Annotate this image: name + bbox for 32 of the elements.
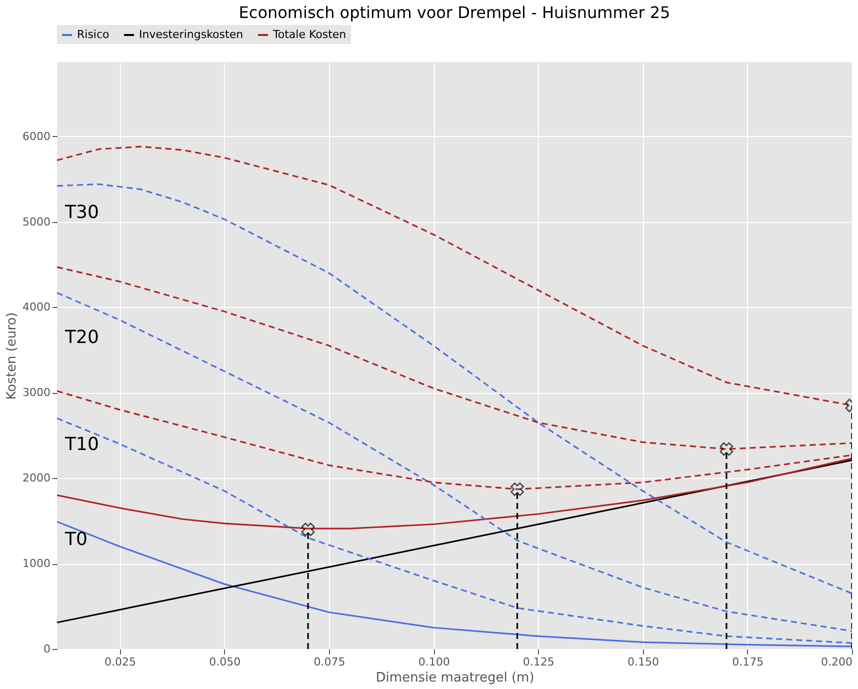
- y-tick-label: 4000: [22, 300, 50, 314]
- point: [301, 522, 315, 536]
- y-tick-label: 6000: [22, 130, 50, 143]
- annotation: T30: [64, 202, 99, 223]
- y-tick-label: 5000: [22, 215, 50, 228]
- annotation: T20: [64, 327, 99, 348]
- x-tick-label: 0.125: [522, 656, 554, 668]
- line-series: [57, 183, 852, 594]
- annotation: T0: [64, 529, 88, 550]
- x-tick-label: 0.025: [104, 656, 136, 668]
- y-tick-label: 2000: [22, 472, 50, 485]
- legend-label: Risico: [77, 28, 110, 41]
- chart-title: Economisch optimum voor Drempel - Huisnummer 25: [238, 3, 670, 22]
- legend-label: Totale Kosten: [272, 28, 346, 41]
- legend-label: Investeringskosten: [139, 28, 244, 41]
- line-series: [57, 292, 852, 632]
- point: [510, 482, 524, 496]
- y-tick-label: 1000: [22, 557, 50, 570]
- x-tick-label: 0.200: [821, 656, 852, 668]
- line-series: [57, 520, 852, 648]
- x-tick-label: 0.100: [418, 656, 450, 668]
- x-axis-title: Dimensie maatregel (m): [376, 670, 534, 686]
- x-tick-label: 0.150: [628, 656, 660, 668]
- x-tick-label: 0.075: [314, 656, 346, 668]
- line-series: [57, 418, 852, 644]
- y-tick-label: 0: [44, 642, 50, 656]
- y-axis-title: Kosten (euro): [4, 312, 20, 400]
- annotation: T10: [64, 434, 99, 455]
- point: [720, 442, 734, 456]
- x-tick-label: 0.175: [732, 656, 764, 668]
- y-tick-label: 3000: [22, 386, 50, 400]
- x-tick-label: 0.050: [209, 656, 241, 668]
